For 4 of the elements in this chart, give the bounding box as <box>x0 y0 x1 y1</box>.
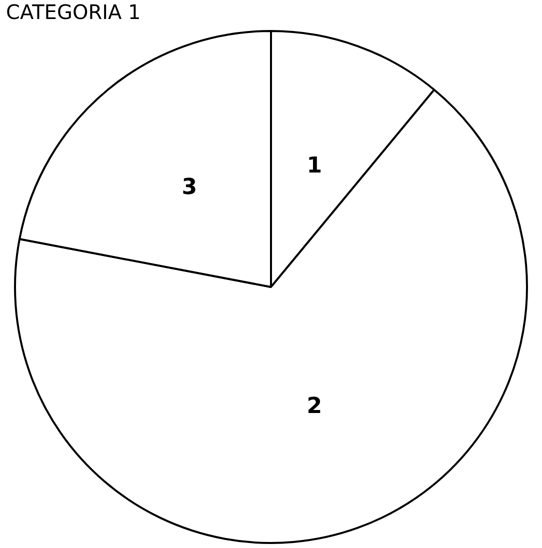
slice-label: 3 <box>182 175 198 200</box>
slice-label: 1 <box>306 153 322 178</box>
chart-title: CATEGORIA 1 <box>6 0 141 24</box>
slice-label: 2 <box>306 394 322 420</box>
